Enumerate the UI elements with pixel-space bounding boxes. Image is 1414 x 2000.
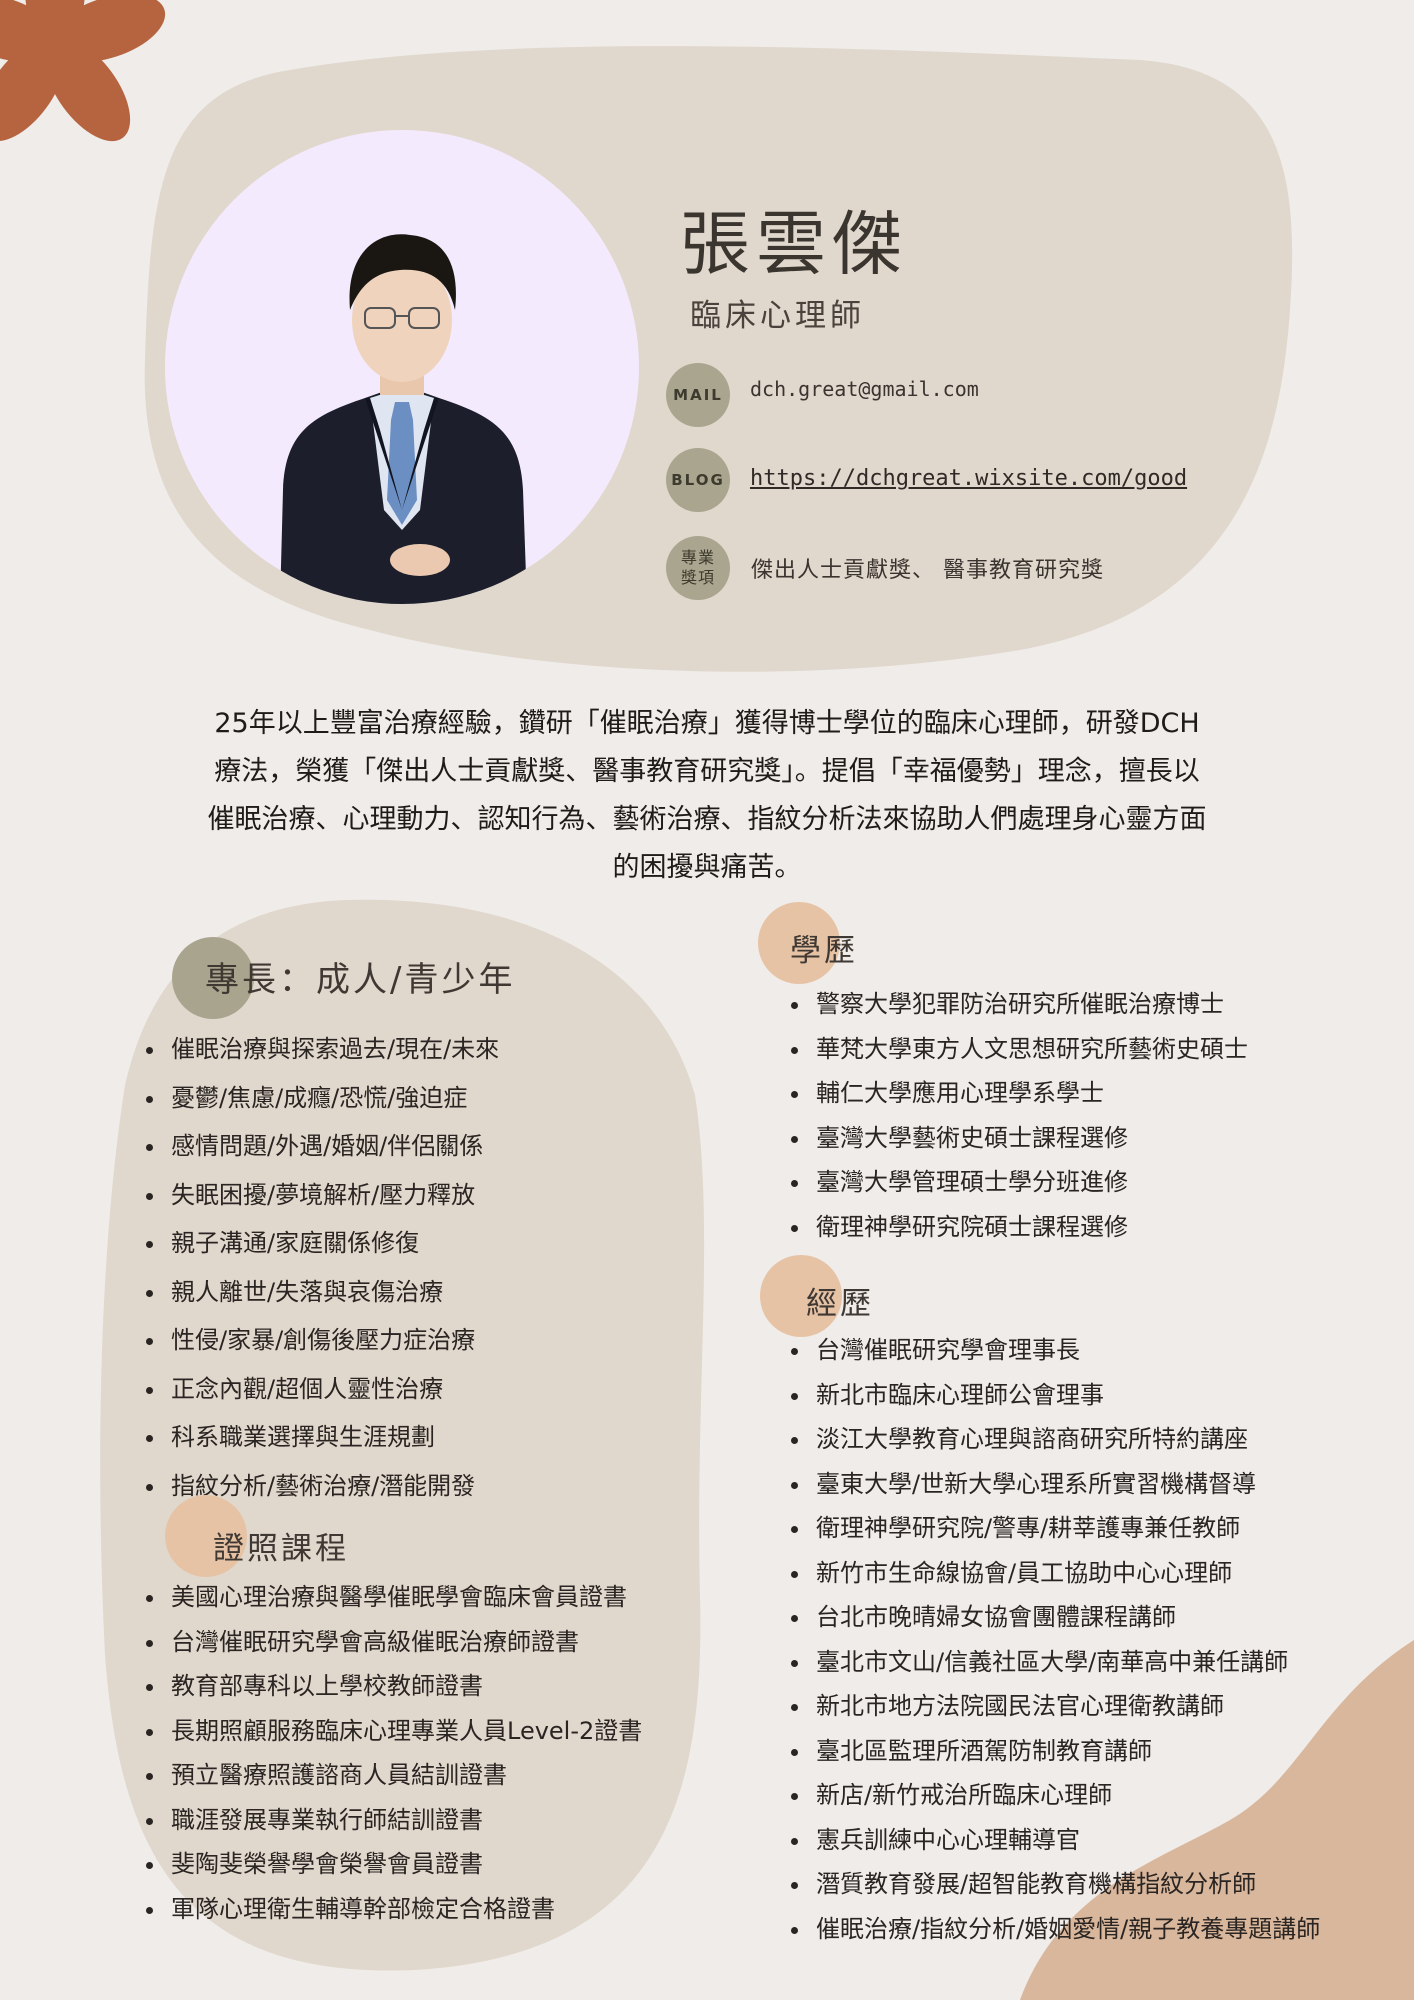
heading-dot-decoration [165,1495,247,1577]
heading-dot-decoration [758,902,840,984]
list-item: 新店/新竹戒治所臨床心理師 [812,1773,1402,1818]
skills-heading: 專長：成人/青少年 [205,960,516,1000]
certs-heading: 證照課程 [213,1531,349,1567]
list-item: 催眠治療/指紋分析/婚姻愛情/親子教養專題講師 [812,1907,1402,1952]
list-item: 衛理神學研究院碩士課程選修 [812,1205,1248,1250]
list-item: 新竹市生命線協會/員工協助中心心理師 [812,1551,1402,1596]
list-item: 失眠困擾/夢境解析/壓力釋放 [167,1171,499,1220]
experience-heading: 經歷 [806,1286,874,1322]
profile-photo [165,130,639,604]
certs-list: 美國心理治療與醫學催眠學會臨床會員證書 台灣催眠研究學會高級催眠治療師證書 教育… [145,1575,642,1931]
list-item: 預立醫療照護諮商人員結訓證書 [167,1753,642,1798]
education-heading: 學歷 [790,933,858,969]
list-item: 職涯發展專業執行師結訓證書 [167,1798,642,1843]
list-item: 潛質教育發展/超智能教育機構指紋分析師 [812,1862,1402,1907]
list-item: 親人離世/失落與哀傷治療 [167,1268,499,1317]
list-item: 憂鬱/焦慮/成癮/恐慌/強迫症 [167,1074,499,1123]
experience-list: 台灣催眠研究學會理事長 新北市臨床心理師公會理事 淡江大學教育心理與諮商研究所特… [790,1328,1402,1951]
person-title: 臨床心理師 [690,298,865,334]
heading-dot-decoration [760,1255,842,1337]
list-item: 衛理神學研究院/警專/耕莘護專兼任教師 [812,1506,1402,1551]
list-item: 催眠治療與探索過去/現在/未來 [167,1025,499,1074]
education-list: 警察大學犯罪防治研究所催眠治療博士 華梵大學東方人文思想研究所藝術史碩士 輔仁大… [790,982,1248,1249]
list-item: 警察大學犯罪防治研究所催眠治療博士 [812,982,1248,1027]
list-item: 台灣催眠研究學會高級催眠治療師證書 [167,1620,642,1665]
skills-background-blob [100,899,705,1971]
list-item: 科系職業選擇與生涯規劃 [167,1413,499,1462]
list-item: 感情問題/外遇/婚姻/伴侶關係 [167,1122,499,1171]
list-item: 淡江大學教育心理與諮商研究所特約講座 [812,1417,1402,1462]
list-item: 新北市地方法院國民法官心理衛教講師 [812,1684,1402,1729]
list-item: 華梵大學東方人文思想研究所藝術史碩士 [812,1027,1248,1072]
list-item: 新北市臨床心理師公會理事 [812,1373,1402,1418]
blog-icon: BLOG [666,448,730,512]
list-item: 軍隊心理衛生輔導幹部檢定合格證書 [167,1887,642,1932]
list-item: 斐陶斐榮譽學會榮譽會員證書 [167,1842,642,1887]
intro-line: 25年以上豐富治療經驗，鑽研「催眠治療」獲得博士學位的臨床心理師，研發DCH [214,708,1200,739]
intro-line: 催眠治療、心理動力、認知行為、藝術治療、指紋分析法來協助人們處理身心靈方面 [207,804,1207,835]
flower-decoration [0,0,166,142]
person-name: 張雲傑 [680,203,908,285]
list-item: 憲兵訓練中心心理輔導官 [812,1818,1402,1863]
list-item: 正念內觀/超個人靈性治療 [167,1365,499,1414]
intro-paragraph: 25年以上豐富治療經驗，鑽研「催眠治療」獲得博士學位的臨床心理師，研發DCH 療… [150,700,1264,892]
awards-text: 傑出人士貢獻獎、 醫事教育研究獎 [751,558,1104,583]
skills-list: 催眠治療與探索過去/現在/未來 憂鬱/焦慮/成癮/恐慌/強迫症 感情問題/外遇/… [145,1025,499,1510]
list-item: 親子溝通/家庭關係修復 [167,1219,499,1268]
list-item: 美國心理治療與醫學催眠學會臨床會員證書 [167,1575,642,1620]
award-icon: 專業獎項 [666,536,730,600]
list-item: 性侵/家暴/創傷後壓力症治療 [167,1316,499,1365]
list-item: 臺東大學/世新大學心理系所實習機構督導 [812,1462,1402,1507]
list-item: 台灣催眠研究學會理事長 [812,1328,1402,1373]
list-item: 教育部專科以上學校教師證書 [167,1664,642,1709]
list-item: 指紋分析/藝術治療/潛能開發 [167,1462,499,1511]
mail-icon: MAIL [666,363,730,427]
heading-dot-decoration [172,937,254,1019]
list-item: 臺北區監理所酒駕防制教育講師 [812,1729,1402,1774]
list-item: 臺灣大學管理碩士學分班進修 [812,1160,1248,1205]
list-item: 台北市晚晴婦女協會團體課程講師 [812,1595,1402,1640]
email-text[interactable]: dch.great@gmail.com [750,377,979,401]
list-item: 長期照顧服務臨床心理專業人員Level-2證書 [167,1709,642,1754]
corner-decoration [1020,1640,1414,2000]
intro-line: 療法，榮獲「傑出人士貢獻獎、醫事教育研究獎」。提倡「幸福優勢」理念，擅長以 [214,756,1200,787]
blog-link[interactable]: https://dchgreat.wixsite.com/good [750,466,1188,491]
person-portrait-icon [280,234,527,604]
list-item: 臺北市文山/信義社區大學/南華高中兼任講師 [812,1640,1402,1685]
list-item: 臺灣大學藝術史碩士課程選修 [812,1116,1248,1161]
list-item: 輔仁大學應用心理學系學士 [812,1071,1248,1116]
intro-line: 的困擾與痛苦。 [612,852,802,883]
